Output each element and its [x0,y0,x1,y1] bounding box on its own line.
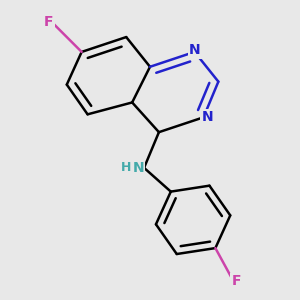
Text: F: F [44,15,54,29]
Text: N: N [201,110,213,124]
Text: H: H [120,161,131,174]
Text: F: F [231,274,241,288]
Text: N: N [189,44,200,57]
Text: N: N [132,161,144,175]
